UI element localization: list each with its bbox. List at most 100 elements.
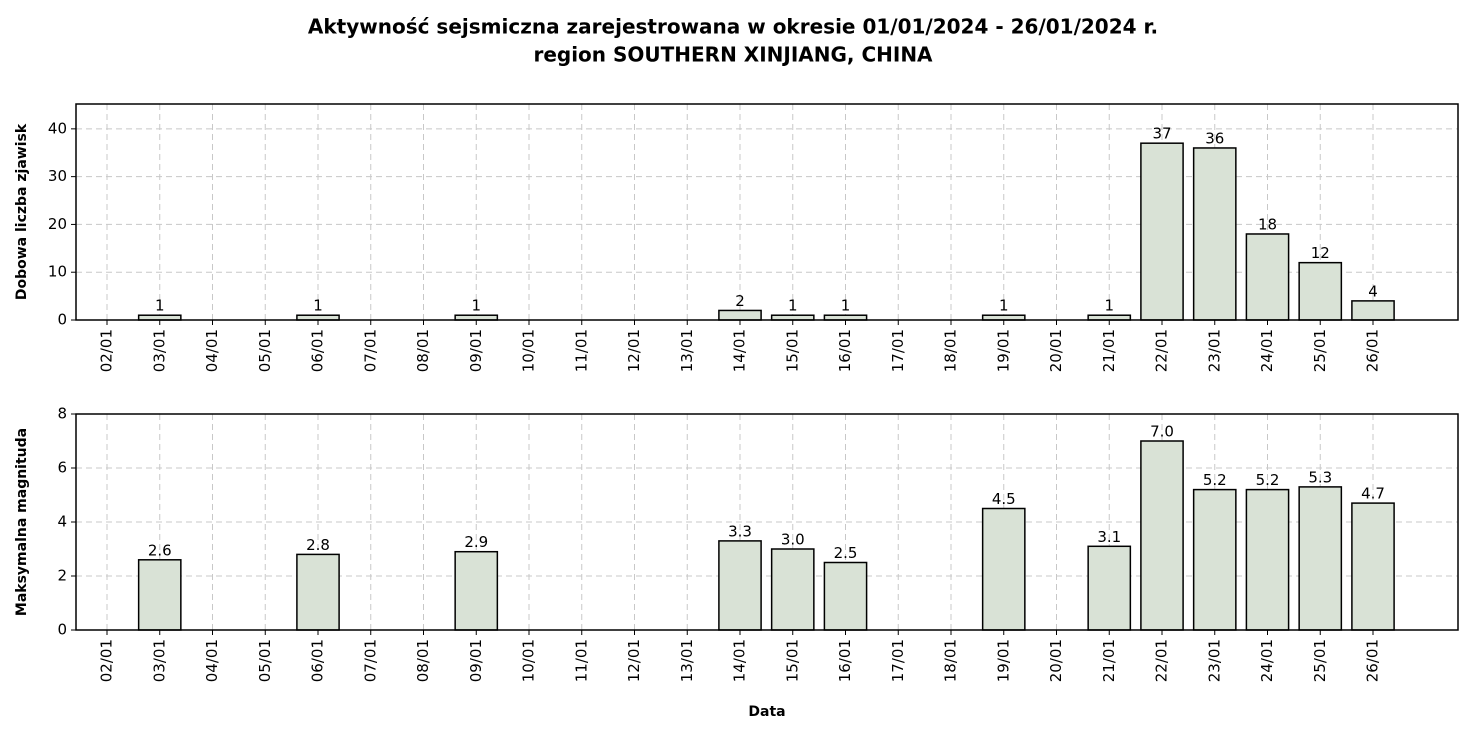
x-tick-label: 15/01 bbox=[783, 329, 801, 372]
x-tick-label: 09/01 bbox=[467, 329, 485, 372]
x-tick-label: 16/01 bbox=[836, 639, 854, 682]
bar bbox=[1192, 488, 1237, 631]
y-tick-label: 6 bbox=[57, 459, 67, 477]
x-tick-label: 26/01 bbox=[1364, 639, 1382, 682]
bar bbox=[137, 559, 182, 631]
x-tick-label: 24/01 bbox=[1258, 329, 1276, 372]
x-tick-label: 08/01 bbox=[414, 639, 432, 682]
bar bbox=[981, 507, 1026, 631]
data-label: 5.2 bbox=[1256, 471, 1280, 489]
x-tick-label: 17/01 bbox=[889, 639, 907, 682]
x-tick-label: 22/01 bbox=[1153, 329, 1171, 372]
x-tick-label: 05/01 bbox=[256, 639, 274, 682]
data-label: 3.1 bbox=[1097, 528, 1121, 546]
data-label: 36 bbox=[1205, 129, 1224, 147]
chart-title: Aktywność sejsmiczna zarejestrowana w ok… bbox=[308, 15, 1158, 39]
data-label: 1 bbox=[313, 297, 323, 315]
data-label: 18 bbox=[1258, 215, 1277, 233]
x-tick-label: 07/01 bbox=[361, 639, 379, 682]
x-tick-label: 25/01 bbox=[1311, 639, 1329, 682]
x-tick-label: 09/01 bbox=[467, 639, 485, 682]
data-label: 1 bbox=[471, 297, 481, 315]
x-tick-label: 10/01 bbox=[520, 329, 538, 372]
bar bbox=[1192, 147, 1237, 321]
x-tick-label: 19/01 bbox=[994, 639, 1012, 682]
data-label: 2 bbox=[735, 292, 745, 310]
x-tick-label: 06/01 bbox=[309, 639, 327, 682]
x-tick-label: 11/01 bbox=[572, 329, 590, 372]
x-tick-label: 06/01 bbox=[309, 329, 327, 372]
data-label: 5.2 bbox=[1203, 471, 1227, 489]
bar bbox=[1245, 233, 1290, 321]
data-label: 2.5 bbox=[834, 544, 858, 562]
data-label: 3.3 bbox=[728, 522, 752, 540]
data-label: 1 bbox=[155, 297, 165, 315]
bar bbox=[1298, 486, 1343, 631]
x-tick-label: 08/01 bbox=[414, 329, 432, 372]
x-tick-label: 04/01 bbox=[203, 329, 221, 372]
bar bbox=[718, 309, 762, 321]
x-tick-label: 24/01 bbox=[1258, 639, 1276, 682]
x-tick-label: 13/01 bbox=[678, 329, 696, 372]
x-tick-label: 17/01 bbox=[889, 329, 907, 372]
data-label: 4.7 bbox=[1361, 485, 1385, 503]
x-tick-label: 20/01 bbox=[1047, 329, 1065, 372]
data-label: 1 bbox=[841, 297, 851, 315]
data-label: 37 bbox=[1152, 125, 1171, 143]
x-tick-label: 02/01 bbox=[98, 639, 116, 682]
x-tick-label: 04/01 bbox=[203, 639, 221, 682]
x-tick-label: 12/01 bbox=[625, 639, 643, 682]
x-axis-label: Data bbox=[748, 704, 785, 720]
x-tick-label: 11/01 bbox=[572, 639, 590, 682]
data-label: 1 bbox=[999, 297, 1009, 315]
axes-frame bbox=[75, 103, 1459, 321]
bar bbox=[1351, 502, 1395, 631]
chart-subtitle: region SOUTHERN XINJIANG, CHINA bbox=[533, 43, 933, 67]
x-tick-label: 05/01 bbox=[256, 329, 274, 372]
x-tick-label: 12/01 bbox=[625, 329, 643, 372]
data-label: 1 bbox=[788, 297, 798, 315]
data-label: 1 bbox=[1104, 297, 1114, 315]
x-tick-label: 20/01 bbox=[1047, 639, 1065, 682]
x-tick-label: 02/01 bbox=[98, 329, 116, 372]
y-tick-label: 0 bbox=[57, 311, 67, 329]
axes-frame bbox=[75, 413, 1459, 631]
bar bbox=[1298, 261, 1343, 321]
bar bbox=[1087, 545, 1132, 631]
x-tick-label: 18/01 bbox=[942, 639, 960, 682]
bar bbox=[718, 540, 762, 631]
y-tick-label: 4 bbox=[57, 513, 67, 531]
x-tick-label: 23/01 bbox=[1205, 329, 1223, 372]
bar bbox=[1245, 488, 1290, 631]
x-tick-label: 19/01 bbox=[994, 329, 1012, 372]
bar bbox=[1140, 440, 1184, 631]
data-label: 2.8 bbox=[306, 536, 330, 554]
bar bbox=[1351, 300, 1395, 321]
x-tick-label: 21/01 bbox=[1100, 329, 1118, 372]
x-tick-label: 18/01 bbox=[942, 329, 960, 372]
y-axis-label: Dobowa liczba zjawisk bbox=[14, 123, 30, 300]
x-tick-label: 14/01 bbox=[731, 639, 749, 682]
x-tick-label: 07/01 bbox=[361, 329, 379, 372]
data-label: 4.5 bbox=[992, 490, 1016, 508]
y-tick-label: 10 bbox=[48, 263, 67, 281]
data-label: 7.0 bbox=[1150, 423, 1174, 441]
data-label: 3.0 bbox=[781, 531, 805, 549]
bar bbox=[823, 561, 868, 631]
data-label: 5.3 bbox=[1308, 468, 1332, 486]
x-tick-label: 21/01 bbox=[1100, 639, 1118, 682]
x-tick-label: 15/01 bbox=[783, 639, 801, 682]
x-tick-label: 22/01 bbox=[1153, 639, 1171, 682]
y-tick-label: 30 bbox=[48, 167, 67, 185]
y-tick-label: 40 bbox=[48, 119, 67, 137]
x-tick-label: 25/01 bbox=[1311, 329, 1329, 372]
x-tick-label: 14/01 bbox=[731, 329, 749, 372]
y-tick-label: 20 bbox=[48, 215, 67, 233]
data-label: 12 bbox=[1311, 244, 1330, 262]
bar bbox=[1140, 142, 1184, 321]
x-tick-label: 13/01 bbox=[678, 639, 696, 682]
x-tick-label: 03/01 bbox=[150, 329, 168, 372]
bar bbox=[770, 548, 815, 631]
x-tick-label: 10/01 bbox=[520, 639, 538, 682]
